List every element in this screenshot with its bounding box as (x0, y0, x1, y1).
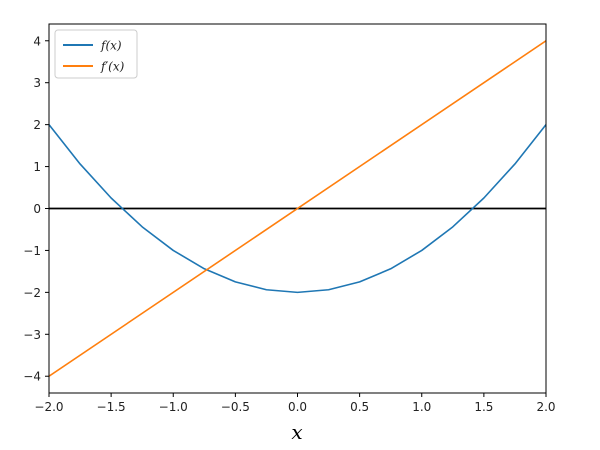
x-tick-label: −1.0 (159, 400, 188, 414)
x-tick-label: −1.5 (97, 400, 126, 414)
y-tick-label: −1 (23, 244, 41, 258)
series-line-f (49, 124, 546, 294)
x-tick-label: 1.5 (474, 400, 493, 414)
y-tick-label: 2 (33, 118, 41, 132)
x-tick-label: 1.0 (412, 400, 431, 414)
legend-box (54, 29, 138, 79)
x-tick-label: 2.0 (536, 400, 555, 414)
legend: f(x) f′(x) (54, 29, 138, 79)
y-tick-label: −3 (23, 328, 41, 342)
y-tick-label: 3 (33, 76, 41, 90)
x-tick-label: 0.0 (288, 400, 307, 414)
y-tick-label: −4 (23, 370, 41, 384)
y-tick-label: 1 (33, 160, 41, 174)
x-tick-label: −0.5 (221, 400, 250, 414)
legend-label-f: f(x) (100, 39, 122, 53)
x-tick-label: 0.5 (350, 400, 369, 414)
ticks: −2.0 −1.5 −1.0 −0.5 0.0 0.5 1.0 1.5 2.0 −4 −3 −2 −1 0… (23, 34, 555, 414)
y-tick-label: −2 (23, 286, 41, 300)
x-axis-title: x (291, 420, 302, 444)
legend-label-f-prime: f′(x) (100, 60, 125, 74)
y-tick-label: 0 (33, 202, 41, 216)
x-tick-label: −2.0 (34, 400, 63, 414)
plot-area (49, 40, 546, 377)
series-line-f-prime (49, 40, 546, 377)
y-tick-label: 4 (33, 34, 41, 48)
